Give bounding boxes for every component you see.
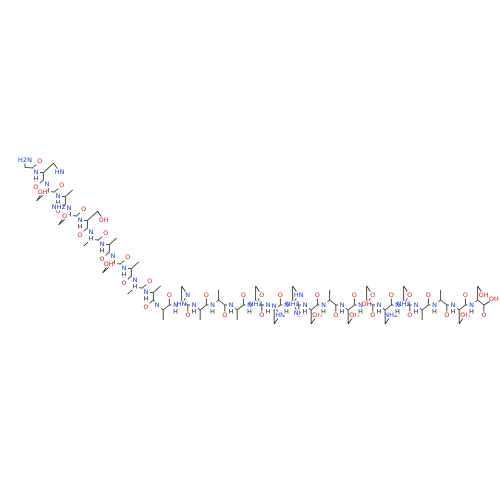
atom-label: H [321, 308, 326, 316]
atom-label: O [121, 279, 126, 287]
atom-label: O [167, 291, 172, 299]
atom-label: HN [177, 300, 187, 308]
bond [237, 305, 243, 310]
atom-label: H [414, 308, 419, 316]
atom-label: O [370, 311, 375, 319]
atom-label: H [395, 308, 400, 316]
bond [87, 211, 97, 220]
atom-label: NH2 [52, 203, 66, 211]
atom-label: O [81, 205, 86, 213]
bond [348, 305, 354, 310]
atom-label: O [143, 303, 148, 311]
atom-label: N [272, 302, 277, 310]
bond [441, 300, 447, 305]
atom-label: HN [55, 168, 65, 176]
atom-label: O [125, 253, 130, 261]
atom-label: H [284, 308, 289, 316]
atom-label: O [103, 229, 108, 237]
bond [385, 305, 391, 310]
atom-label: H [469, 308, 474, 316]
atom-label: O [59, 181, 64, 189]
atom-label: OH [489, 295, 499, 303]
atom-label: H2N [18, 156, 32, 164]
atom-label: H [432, 308, 437, 316]
atom-label: O [481, 311, 486, 319]
atom-label: O [278, 291, 283, 299]
atom-label: H [173, 308, 178, 316]
atom-label: N [155, 301, 160, 309]
atom-label: H [358, 308, 363, 316]
atom-label: H [229, 308, 234, 316]
atom-label: O [259, 291, 264, 299]
atom-label: OH [99, 216, 109, 224]
atom-label: H [451, 308, 456, 316]
atom-label: H [100, 247, 105, 255]
bond [330, 300, 336, 305]
atom-label: H [34, 175, 39, 183]
atom-label: H [210, 308, 215, 316]
atom-label: O [77, 231, 82, 239]
bond [109, 238, 116, 245]
bond [43, 163, 53, 172]
atom-label: NH2 [286, 300, 300, 308]
atom-label: O [185, 311, 190, 319]
atom-label: OH [362, 300, 372, 308]
bond [478, 300, 484, 305]
atom-label: H [303, 308, 308, 316]
bond [153, 286, 160, 293]
atom-label: O [222, 311, 227, 319]
atom-label: O [426, 291, 431, 299]
bond [163, 305, 169, 310]
atom-label: O [370, 291, 375, 299]
atom-label: O [407, 291, 412, 299]
atom-label: O [259, 311, 264, 319]
atom-label: H [266, 308, 271, 316]
atom-label: OH [479, 291, 489, 299]
atom-label: H [377, 308, 382, 316]
atom-label: O [352, 291, 357, 299]
bond [131, 262, 138, 269]
bond [459, 305, 465, 310]
atom-label: O [333, 311, 338, 319]
atom-label: H [78, 223, 83, 231]
atom-label: O [407, 311, 412, 319]
atom-label: O [37, 157, 42, 165]
atom-label: H [133, 283, 138, 291]
atom-label: H [340, 308, 345, 316]
atom-label: H [247, 308, 252, 316]
atom-label: H [192, 308, 197, 316]
atom-label: HN [294, 291, 304, 299]
bond [219, 300, 225, 305]
atom-label: NH2 [249, 300, 263, 308]
atom-label: O [389, 291, 394, 299]
atom-label: OH [38, 188, 48, 196]
bond [311, 305, 317, 310]
atom-label: H [89, 235, 94, 243]
bond [65, 190, 72, 197]
atom-label: O [204, 291, 209, 299]
bond [25, 167, 32, 168]
atom-label: H [122, 271, 127, 279]
bond [422, 305, 428, 310]
bond [200, 305, 206, 310]
atom-label: OH [104, 260, 114, 268]
atom-label: O [463, 291, 468, 299]
atom-label: NH2 [397, 300, 411, 308]
atom-label: O [62, 212, 67, 220]
atom-label: O [147, 277, 152, 285]
atom-label: O [315, 291, 320, 299]
atom-label: O [241, 291, 246, 299]
atom-label: H [144, 295, 149, 303]
atom-label: N [185, 291, 190, 299]
atom-label: O [444, 311, 449, 319]
